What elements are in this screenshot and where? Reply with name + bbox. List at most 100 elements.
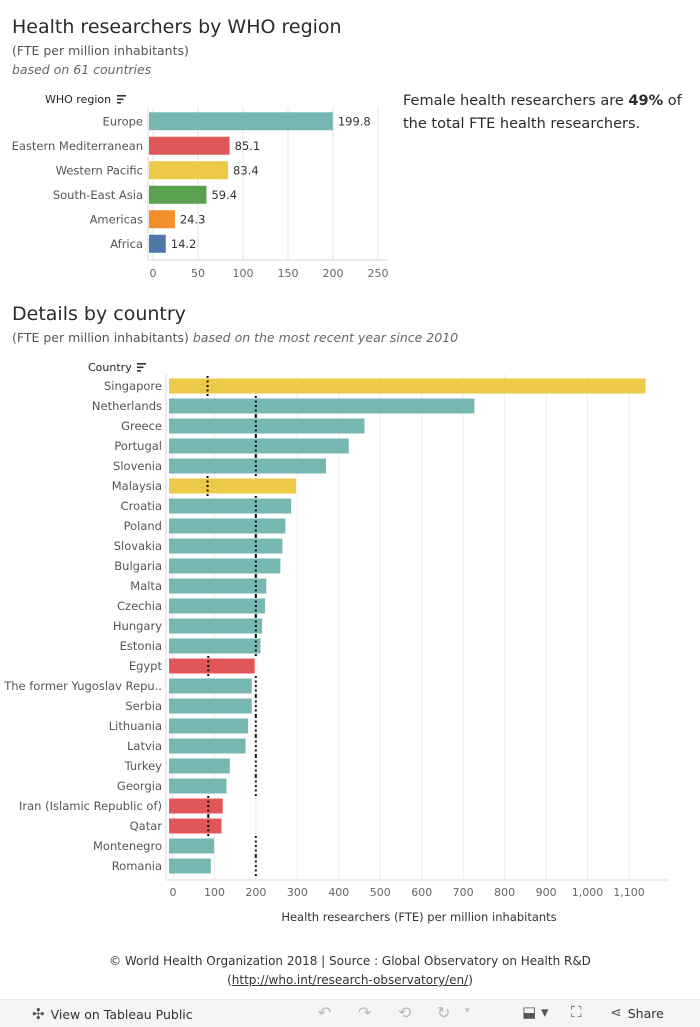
x-tick-label: 1,000 [572,886,604,899]
bar [169,798,223,814]
sort-icon-line [137,366,144,369]
country-label: Bulgaria [114,559,162,573]
undo-icon[interactable]: ↶ [318,1003,332,1022]
category-label: Eastern Mediterranean [12,139,143,153]
country-label: Slovakia [114,539,162,553]
x-tick-label: 50 [191,267,205,280]
bar [149,210,175,229]
paren-open: ( [227,973,232,987]
refresh-icon[interactable]: ↻ [437,1003,451,1022]
x-tick-label: 700 [453,886,474,899]
y-axis-header: Country [88,361,132,374]
country-label: Egypt [129,659,163,673]
bar [149,136,230,155]
redo-icon[interactable]: ↷ [358,1003,372,1022]
bar [169,758,230,774]
bar [169,838,215,854]
bar [169,398,475,414]
category-label: Europe [103,114,143,128]
x-tick-label: 800 [494,886,515,899]
country-label: Slovenia [113,459,162,473]
female-researchers-callout: Female health researchers are 49% of the… [403,90,693,136]
callout-value: 49% [628,93,664,109]
sort-icon [117,95,126,104]
country-label: Turkey [124,759,163,773]
bar [149,234,166,253]
x-tick-label: 250 [368,267,389,280]
country-label: Estonia [120,639,162,653]
country-label: Serbia [125,699,162,713]
share-label: Share [627,1005,664,1021]
tableau-toolbar: ✣ View on Tableau Public ↶ ↷ ⟲ ↻ ▾ ⬓ ▾ ⛶… [0,999,700,1027]
details-title: Details by country [12,303,186,325]
bar [169,518,286,534]
view-on-tableau-button[interactable]: ✣ View on Tableau Public [32,1005,193,1023]
bar [169,738,246,754]
bar [169,438,349,454]
chart-subtitle: (FTE per million inhabitants) [12,43,189,58]
x-tick-label: 150 [278,267,299,280]
bar [169,418,365,434]
country-label: Montenegro [93,839,162,853]
y-axis-header: WHO region [45,93,111,106]
country-label: Portugal [114,439,162,453]
view-on-tableau-label: View on Tableau Public [50,1006,193,1022]
sort-icon-line [137,363,146,365]
country-label: Romania [112,859,162,873]
bar [169,478,297,494]
chart-note: based on 61 countries [12,62,152,77]
region-bar-chart: WHO region 0 50 100 150 200 250 Europe 199.8 East… [12,93,389,280]
sort-icon [137,363,146,372]
country-label: Malta [130,579,162,593]
x-axis-label: Health researchers (FTE) per million inh… [281,910,556,924]
category-label: Americas [90,212,143,226]
category-label: Africa [110,237,143,251]
callout-text-before: Female health researchers are [403,93,629,109]
data-label: 59.4 [211,188,237,202]
callout-text-after: of the total FTE health researchers. [403,93,682,132]
footer: © World Health Organization 2018 | Sourc… [0,952,700,990]
bar [149,185,207,204]
category-label: Western Pacific [56,163,143,177]
country-label: Poland [124,519,162,533]
details-subtitle: (FTE per million inhabitants) based on t… [12,330,458,345]
country-label: Qatar [130,819,163,833]
country-label: Hungary [113,619,162,633]
x-tick-label: 100 [204,886,225,899]
bar [169,498,292,514]
tableau-icon: ✣ [32,1005,45,1023]
bar [169,598,266,614]
bar [169,538,283,554]
revert-icon[interactable]: ⟲ [398,1003,412,1022]
sort-icon-line [117,102,121,104]
country-label: Singapore [104,379,162,393]
bar [169,678,252,694]
x-tick-label: 600 [411,886,432,899]
x-tick-label: 0 [170,886,177,899]
sort-icon-line [117,98,124,101]
country-label: Croatia [121,499,162,513]
observatory-link[interactable]: http://who.int/research-observatory/en/ [231,973,469,987]
bar [169,558,281,574]
category-label: South-East Asia [53,188,143,202]
bar [169,818,222,834]
bar [169,698,252,714]
country-label: Malaysia [112,479,162,493]
country-label: Iran (Islamic Republic of) [19,799,162,813]
country-label: Lithuania [109,719,162,733]
x-tick-label: 500 [370,886,391,899]
sort-icon-line [137,370,141,372]
pause-icon[interactable]: ▾ [465,1006,470,1016]
bar [169,618,263,634]
download-icon[interactable]: ⬓ ▾ [522,1003,549,1021]
bar [169,778,227,794]
sort-icon-line [117,95,126,97]
share-button[interactable]: ⋖ Share [610,1005,664,1021]
country-label: Latvia [127,739,162,753]
details-subtitle-text: (FTE per million inhabitants) [12,330,189,345]
bar [169,578,267,594]
country-label: Czechia [117,599,162,613]
data-label: 14.2 [171,237,197,251]
x-tick-label: 400 [328,886,349,899]
fullscreen-icon[interactable]: ⛶ [571,1003,582,1021]
